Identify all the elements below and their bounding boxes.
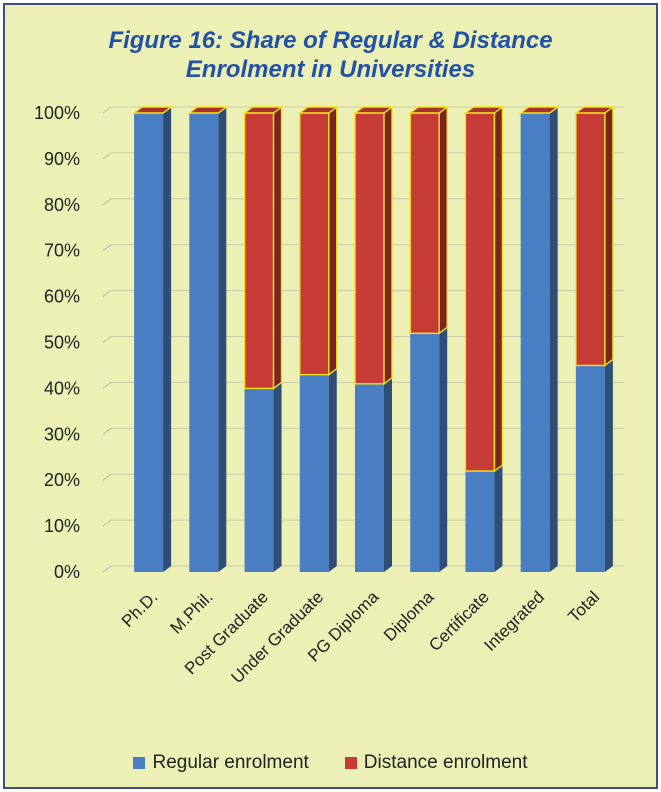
bar-top-cap (187, 106, 229, 114)
legend-item-regular: Regular enrolment (133, 752, 309, 774)
bar-top-cap (132, 106, 174, 114)
bar-side-distance (493, 105, 504, 473)
gridline-side (102, 473, 112, 481)
gridline-side (102, 565, 112, 573)
bar-distance (409, 112, 440, 335)
bar-side-regular (439, 327, 448, 572)
bar-distance (299, 112, 330, 376)
bar-top-cap (297, 106, 339, 114)
y-tick-label: 80% (44, 195, 80, 215)
gridline-side (102, 519, 112, 527)
bar-side-distance (328, 105, 338, 377)
bar-side-regular (549, 107, 558, 572)
bar-side-regular (494, 465, 503, 572)
bar-side-regular (384, 377, 392, 572)
legend-item-distance: Distance enrolment (344, 752, 528, 774)
y-tick-label: 0% (54, 562, 80, 582)
y-tick-label: 60% (44, 287, 80, 307)
bar-side-distance (604, 105, 614, 367)
legend-swatch-regular (133, 757, 146, 769)
gridline-side (102, 336, 112, 343)
legend-swatch-distance (344, 757, 357, 769)
bar-side-regular (273, 382, 282, 572)
bar-top-cap (352, 106, 395, 114)
legend-label-distance: Distance enrolment (363, 752, 528, 773)
bar-top-cap (408, 106, 450, 114)
bar-distance (243, 112, 275, 390)
y-tick-label: 30% (44, 424, 80, 444)
bar-regular (355, 383, 384, 572)
bar-side-regular (218, 107, 227, 572)
bar-top-cap (518, 106, 560, 114)
gridline-side (102, 290, 112, 298)
bar-side-regular (328, 368, 337, 572)
x-tick-label: Ph.D. (118, 587, 162, 631)
bar-side-regular (163, 107, 172, 572)
bar-regular (244, 388, 274, 572)
chart-title: Figure 16: Share of Regular & Distance E… (0, 26, 661, 84)
bar-top-cap (242, 106, 284, 114)
bar-regular (134, 113, 164, 572)
y-tick-label: 40% (44, 378, 80, 398)
bar-side-regular (604, 359, 613, 572)
y-tick-label: 100% (34, 103, 80, 123)
y-tick-label: 90% (44, 149, 80, 169)
y-tick-label: 50% (44, 333, 80, 353)
bar-distance (354, 112, 385, 385)
bar-side-distance (438, 105, 448, 335)
bar-distance (464, 112, 496, 472)
x-tick-label: Total (564, 587, 603, 626)
y-tick-label: 70% (44, 241, 80, 261)
bar-regular (520, 113, 550, 572)
bar-regular (410, 333, 440, 572)
bar-top-cap (573, 106, 615, 114)
gridline-side (102, 427, 112, 435)
bar-regular (189, 113, 219, 572)
x-tick-label: Integrated (480, 587, 548, 655)
chart-title-line-2: Enrolment in Universities (185, 56, 476, 83)
y-tick-label: 20% (44, 470, 80, 490)
bar-regular (575, 365, 605, 572)
bar-top-cap (463, 106, 505, 114)
legend-label-regular: Regular enrolment (152, 752, 309, 773)
bar-regular (465, 471, 495, 572)
bar-distance (575, 112, 606, 367)
gridline-side (102, 381, 112, 389)
bar-regular (299, 374, 329, 572)
bar-side-distance (272, 105, 283, 390)
x-tick-label: M.Phil. (166, 587, 216, 637)
gridline-side (102, 106, 112, 114)
y-tick-label: 10% (44, 516, 80, 536)
gridline-side (102, 244, 112, 252)
gridline-side (102, 152, 112, 160)
bar-side-distance (383, 105, 393, 386)
chart-title-line-1: Figure 16: Share of Regular & Distance (108, 27, 553, 54)
chart-legend: Regular enrolment Distance enrolment (0, 752, 661, 774)
gridline-side (102, 198, 112, 206)
